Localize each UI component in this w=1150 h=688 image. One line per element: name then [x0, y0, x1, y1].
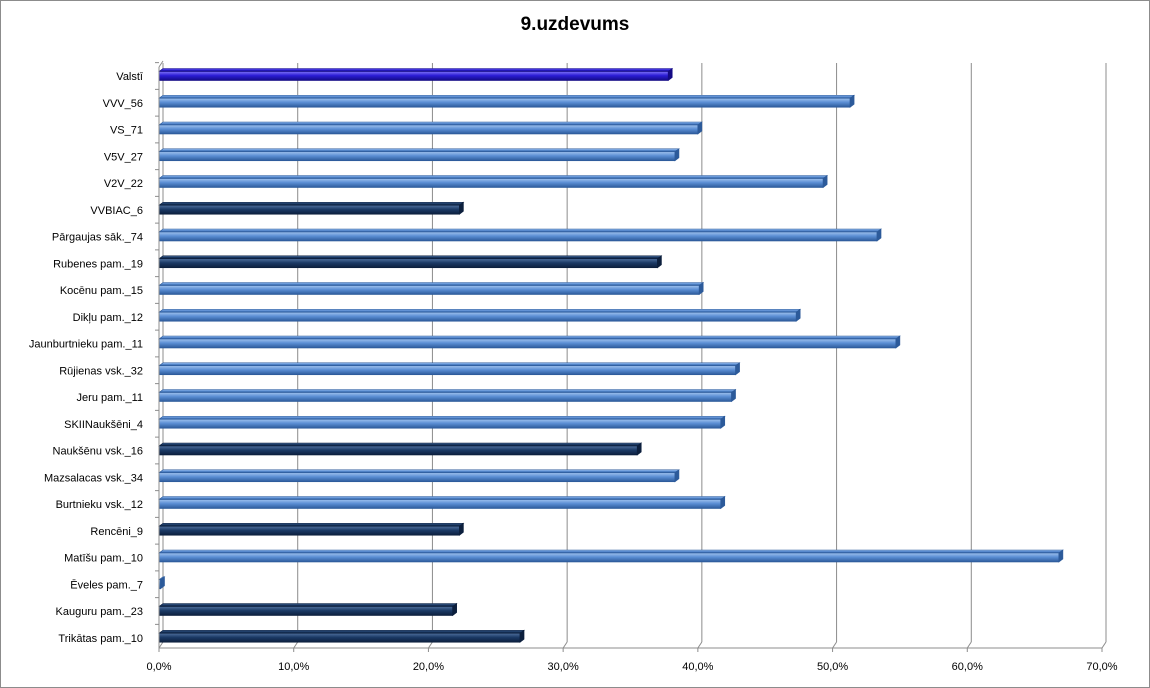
- category-label: Rubenes pam._19: [53, 258, 143, 270]
- category-label: Kauguru pam._23: [56, 606, 143, 618]
- x-tick-label: 70,0%: [1086, 661, 1117, 673]
- bar: [158, 442, 643, 456]
- bar: [158, 94, 855, 108]
- x-tick-label: 10,0%: [278, 661, 309, 673]
- category-label: Rencēni_9: [90, 526, 143, 538]
- bar: [158, 469, 680, 483]
- bar: [158, 522, 465, 536]
- x-tick-label: 50,0%: [817, 661, 848, 673]
- category-label: V5V_27: [104, 151, 143, 163]
- bar: [158, 362, 741, 376]
- category-label: Jeru pam._11: [77, 392, 143, 404]
- category-label: SKIINaukšēni_4: [64, 419, 143, 431]
- category-label: Trikātas pam._10: [58, 633, 143, 645]
- category-label: VVBIAC_6: [90, 205, 143, 217]
- y-axis-depth: [158, 60, 164, 68]
- bar: [158, 281, 705, 296]
- x-tick-label: 40,0%: [682, 661, 713, 673]
- category-label: Valstī: [116, 71, 144, 83]
- category-label: VVV_56: [103, 98, 143, 110]
- bar: [158, 495, 726, 510]
- category-label: Burtnieku vsk._12: [56, 499, 143, 511]
- bar: [158, 255, 663, 269]
- gridline-depth: [428, 641, 433, 649]
- category-label: Matīšu pam._10: [64, 553, 143, 565]
- gridline-depth: [158, 641, 164, 649]
- category-label: Ēveles pam._7: [70, 579, 143, 591]
- category-label: Mazsalacas vsk._34: [44, 472, 143, 484]
- category-label: Dikļu pam._12: [73, 312, 143, 324]
- gridline-depth: [832, 641, 837, 649]
- bar: [158, 415, 726, 429]
- axes: [155, 60, 1103, 652]
- bars: [158, 67, 1064, 643]
- category-label: V2V_22: [104, 178, 143, 190]
- tick-labels: 0,0% 10,0% 20,0% 30,0% 40,0% 50,0% 60,0% 70,0%: [146, 661, 1117, 673]
- x-tick-label: 0,0%: [146, 661, 171, 673]
- bar: [158, 228, 882, 242]
- x-tick-label: 60,0%: [952, 661, 983, 673]
- bar: [158, 201, 465, 215]
- category-label: Rūjienas vsk._32: [59, 365, 143, 377]
- gridline-depth: [562, 641, 568, 649]
- category-label: Kocēnu pam._15: [60, 285, 143, 297]
- bar: [158, 308, 802, 322]
- chart-title: 9.uzdevums: [520, 14, 630, 35]
- bar: [158, 121, 703, 135]
- category-labels: Valstī VVV_56 VS_71 V5V_27 V2V_22 VVBIAC_6 Pār…: [29, 71, 144, 645]
- bar: [158, 335, 901, 349]
- bar: [158, 388, 737, 403]
- bar: [158, 549, 1064, 563]
- gridline-depth: [293, 641, 299, 649]
- x-tick-label: 20,0%: [413, 661, 444, 673]
- bar: [158, 576, 166, 590]
- bar: [158, 67, 674, 82]
- x-tick-label: 30,0%: [548, 661, 579, 673]
- gridline-depth: [966, 641, 972, 649]
- category-label: VS_71: [110, 125, 143, 137]
- bar: [158, 629, 525, 643]
- category-label: Naukšēnu vsk._16: [53, 446, 144, 458]
- gridline-depth: [697, 641, 703, 649]
- category-label: Pārgaujas sāk._74: [52, 232, 143, 244]
- bar: [158, 174, 829, 189]
- category-label: Jaunburtnieku pam._11: [29, 339, 143, 351]
- bar: [158, 602, 458, 617]
- gridline-depth: [1101, 641, 1107, 649]
- bar: [158, 148, 680, 162]
